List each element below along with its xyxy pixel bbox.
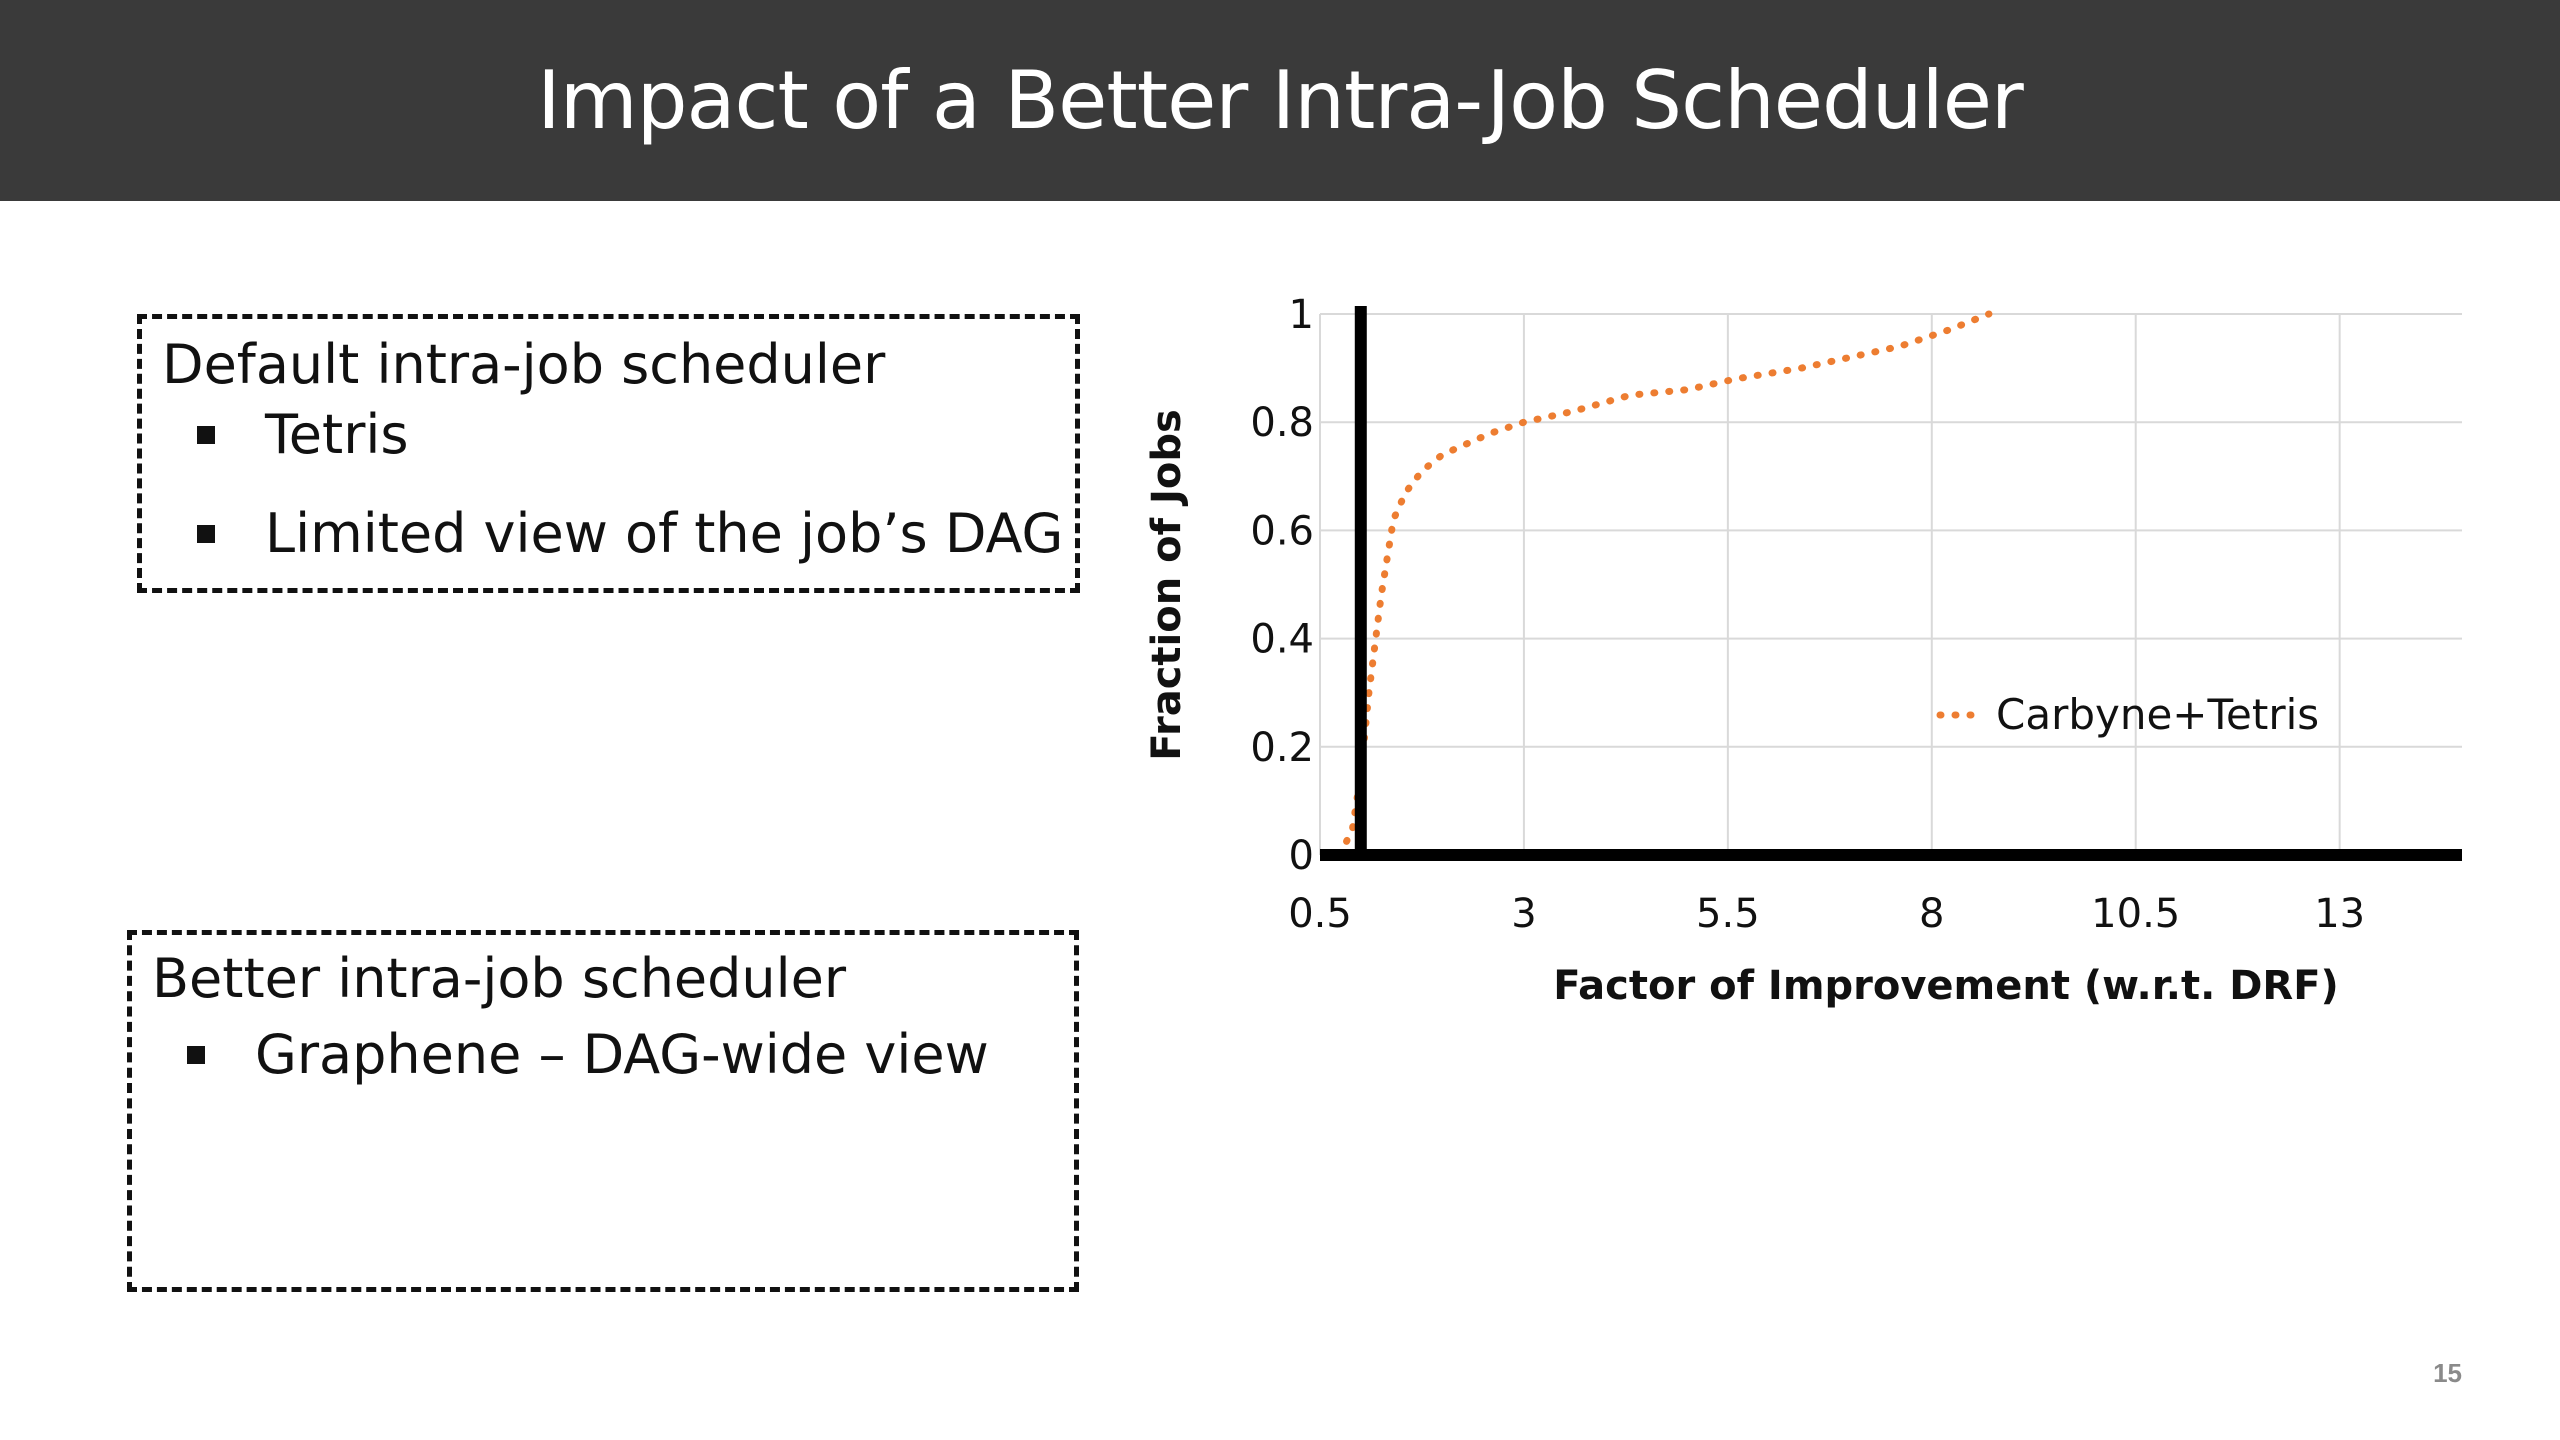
default-scheduler-heading: Default intra-job scheduler	[162, 333, 886, 396]
x-tick-label: 0.5	[1288, 891, 1352, 937]
bullet-text: Graphene – DAG-wide view	[255, 1023, 989, 1086]
y-tick-label: 0.2	[1250, 725, 1314, 771]
y-tick-label: 0.8	[1250, 400, 1314, 446]
square-bullet-icon	[197, 425, 215, 444]
cdf-chart: 00.20.40.60.810.5 3 5.5 8 10.5 13Carbyne+Tetr…	[1144, 292, 2462, 1009]
square-bullet-icon	[187, 1045, 205, 1064]
series-line	[1336, 310, 1993, 859]
better-scheduler-box: Better intra-job scheduler Graphene – DA…	[127, 930, 1079, 1292]
y-tick-label: 1	[1289, 292, 1314, 338]
bullet-item: Tetris	[197, 403, 409, 466]
x-tick-label: 13	[2314, 891, 2365, 937]
bullet-item: Graphene – DAG-wide view	[187, 1023, 989, 1086]
bullet-item: Limited view of the job’s DAG	[197, 502, 1063, 565]
y-tick-label: 0.4	[1250, 617, 1314, 663]
bullet-text: Limited view of the job’s DAG	[265, 502, 1064, 565]
x-tick-label: 10.5	[2091, 891, 2180, 937]
default-scheduler-box: Default intra-job scheduler Tetris Limit…	[137, 314, 1080, 593]
y-tick-label: 0.6	[1250, 508, 1314, 554]
y-axis-title: Fraction of Jobs	[1144, 409, 1190, 761]
x-axis-title: Factor of Improvement (w.r.t. DRF)	[1553, 963, 2339, 1009]
better-scheduler-heading: Better intra-job scheduler	[152, 947, 847, 1010]
x-tick-label: 8	[1919, 891, 1944, 937]
page-number: 15	[2433, 1358, 2462, 1388]
title-bar: Impact of a Better Intra-Job Scheduler	[0, 0, 2560, 201]
slide-title: Impact of a Better Intra-Job Scheduler	[537, 54, 2024, 147]
x-tick-label: 5.5	[1696, 891, 1760, 937]
bullet-text: Tetris	[265, 403, 409, 466]
legend-label: Carbyne+Tetris	[1996, 690, 2319, 739]
y-tick-label: 0	[1289, 833, 1314, 879]
x-tick-label: 3	[1511, 891, 1536, 937]
square-bullet-icon	[197, 524, 215, 543]
